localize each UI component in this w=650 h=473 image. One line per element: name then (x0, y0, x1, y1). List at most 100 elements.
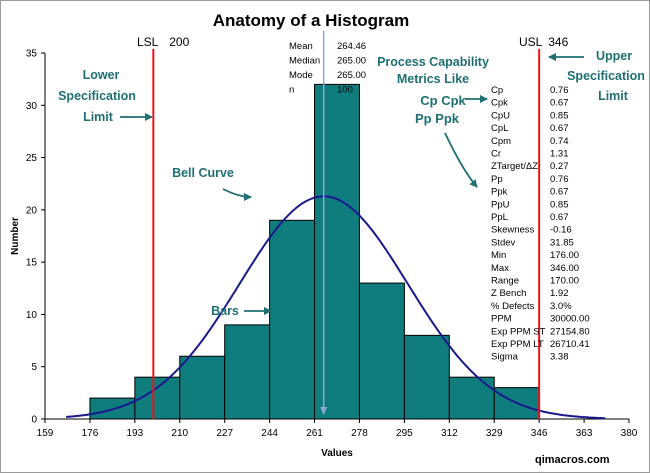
metric-label-8: Ppk (491, 187, 508, 198)
upper-spec-line-1: Upper (596, 49, 632, 63)
metric-label-19: Exp PPM ST (491, 326, 546, 337)
metric-value-12: 31.85 (550, 237, 574, 248)
x-tick-label-380: 380 (621, 428, 638, 439)
metric-value-4: 0.74 (550, 136, 569, 147)
x-tick-label-346: 346 (531, 428, 548, 439)
x-tick-label-363: 363 (576, 428, 593, 439)
chart-title: Anatomy of a Histogram (213, 11, 409, 30)
x-tick-label-295: 295 (396, 428, 413, 439)
lower-spec-line-2: Specification (58, 89, 136, 103)
summary-label-0: Mean (289, 41, 313, 52)
summary-label-2: Mode (289, 70, 313, 81)
x-tick-label-159: 159 (37, 428, 54, 439)
metric-label-11: Skewness (491, 225, 535, 236)
upper-spec-annotation: Upper Specification Limit (548, 49, 645, 103)
metric-value-17: 3.0% (550, 301, 572, 312)
pp-ppk-arrow (444, 132, 478, 188)
x-tick-label-244: 244 (261, 428, 278, 439)
bell-curve-arrow (222, 188, 252, 201)
x-tick-label-176: 176 (82, 428, 99, 439)
metric-label-5: Cr (491, 149, 501, 160)
metric-value-2: 0.85 (550, 110, 569, 121)
metric-label-12: Stdev (491, 237, 516, 248)
metric-value-1: 0.67 (550, 98, 569, 109)
x-tick-label-210: 210 (171, 428, 188, 439)
histogram-bar-295-312 (403, 334, 450, 420)
metric-value-11: -0.16 (550, 225, 572, 236)
metric-label-4: Cpm (491, 136, 511, 147)
metric-value-15: 170.00 (550, 276, 579, 287)
metric-label-7: Pp (491, 174, 503, 185)
metric-value-0: 0.76 (550, 85, 569, 96)
metric-label-0: Cp (491, 85, 503, 96)
x-tick-label-193: 193 (127, 428, 144, 439)
metric-label-3: CpL (491, 123, 508, 134)
x-axis: 159 176 193 210 227 244 261 278 295 312 329 346 363 3… (37, 419, 638, 439)
metric-label-13: Min (491, 250, 506, 261)
metric-value-6: 0.27 (550, 161, 569, 172)
x-tick-label-261: 261 (306, 428, 323, 439)
metric-value-7: 0.76 (550, 174, 569, 185)
metric-value-8: 0.67 (550, 187, 569, 198)
metric-value-19: 27154.80 (550, 326, 590, 337)
metric-label-21: Sigma (491, 352, 519, 363)
process-capability-annotation: Process Capability Metrics Like Cp Cpk P… (377, 55, 489, 188)
x-tick-label-312: 312 (441, 428, 458, 439)
histogram-bar-227-244 (224, 324, 271, 420)
metric-label-10: PpL (491, 212, 508, 223)
lower-spec-line-3: Limit (83, 110, 114, 124)
bars-label: Bars (211, 304, 239, 318)
metric-label-18: PPM (491, 314, 512, 325)
summary-label-1: Median (289, 56, 320, 67)
metric-value-9: 0.85 (550, 199, 569, 210)
y-tick-label-35: 35 (26, 49, 38, 60)
bell-curve (66, 195, 606, 420)
metric-label-17: % Defects (491, 301, 535, 312)
usl-label-text: USL (519, 35, 543, 49)
y-axis-title: Number (10, 217, 21, 255)
summary-stats: Mean 264.46 Median 265.00 Mode 265.00 n 100 (289, 41, 366, 96)
metric-value-13: 176.00 (550, 250, 579, 261)
y-tick-label-25: 25 (26, 153, 38, 164)
metric-label-2: CpU (491, 110, 510, 121)
histogram-bar-278-295 (358, 282, 405, 420)
metric-value-10: 0.67 (550, 212, 569, 223)
metrics-table: Cp 0.76 Cpk 0.67 CpU 0.85 CpL 0.67 Cpm 0.74 Cr 1.31… (491, 85, 590, 363)
cp-cpk-label: Cp Cpk (420, 93, 466, 108)
histogram-bar-244-261 (269, 219, 316, 420)
y-tick-label-5: 5 (31, 362, 37, 373)
bars-annotation: Bars (211, 304, 272, 318)
summary-value-3: 100 (337, 85, 353, 96)
summary-value-1: 265.00 (337, 56, 366, 67)
lower-spec-annotation: Lower Specification Limit (58, 68, 153, 124)
lsl-label-text: LSL (137, 35, 159, 49)
upper-spec-line-2: Specification (567, 69, 645, 83)
histogram-bar-261-278 (314, 83, 360, 420)
y-axis: 0 5 10 15 20 25 30 35 (26, 49, 45, 426)
metric-label-1: Cpk (491, 98, 508, 109)
usl-value: 346 (548, 35, 568, 49)
metric-label-16: Z Bench (491, 288, 526, 299)
metric-label-6: ZTarget/ΔZ (491, 161, 538, 172)
y-tick-label-30: 30 (26, 101, 38, 112)
lsl-label: LSL 200 (137, 35, 190, 49)
x-tick-label-329: 329 (486, 428, 503, 439)
histogram-bar-210-227 (179, 355, 226, 420)
metric-value-5: 1.31 (550, 149, 569, 160)
metric-label-14: Max (491, 263, 509, 274)
summary-label-3: n (289, 85, 294, 96)
y-tick-label-10: 10 (26, 310, 38, 321)
metric-value-16: 1.92 (550, 288, 569, 299)
metric-label-15: Range (491, 276, 519, 287)
summary-value-0: 264.46 (337, 41, 366, 52)
metric-label-9: PpU (491, 199, 510, 210)
metric-value-14: 346.00 (550, 263, 579, 274)
pp-ppk-label: Pp Ppk (415, 111, 460, 126)
x-tick-label-278: 278 (351, 428, 368, 439)
y-tick-label-0: 0 (31, 415, 37, 426)
metric-value-20: 26710.41 (550, 339, 590, 350)
footer-credit: qimacros.com (535, 454, 610, 466)
bell-curve-label: Bell Curve (172, 166, 234, 180)
metric-label-20: Exp PPM LT (491, 339, 544, 350)
